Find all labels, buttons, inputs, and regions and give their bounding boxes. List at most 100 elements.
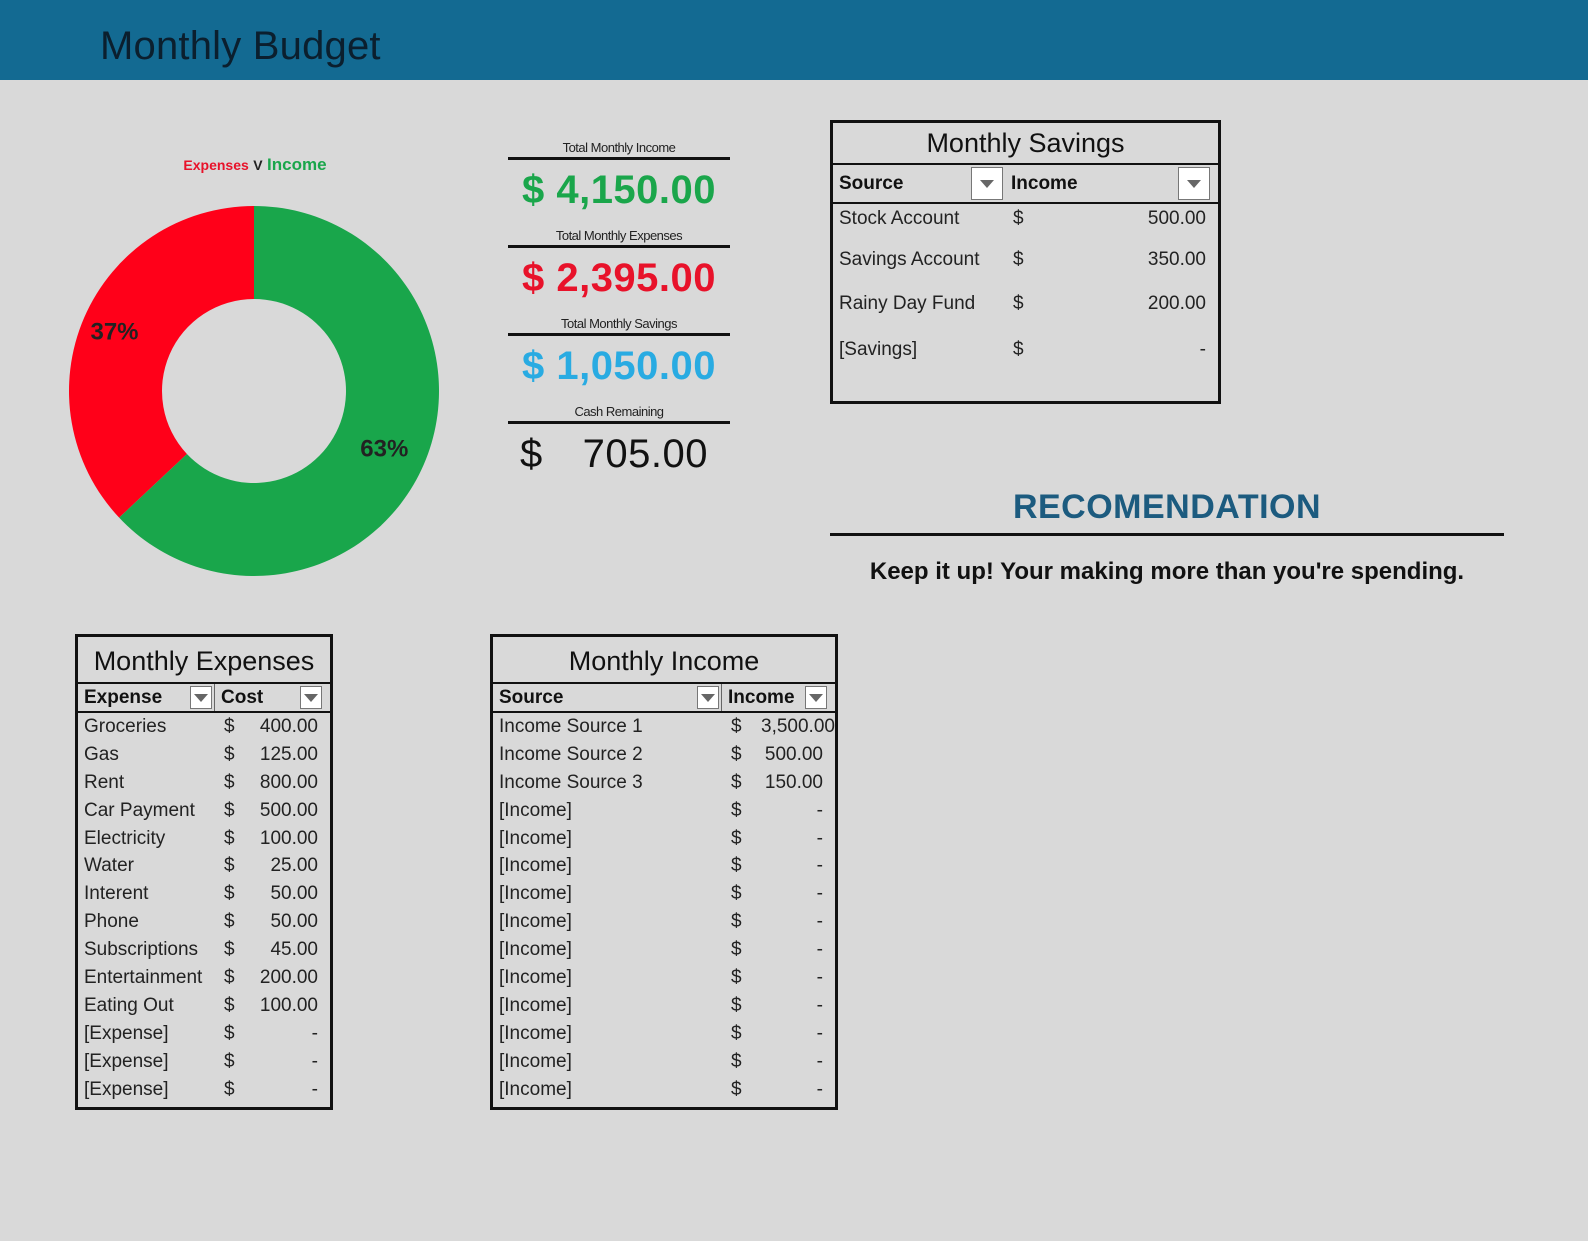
- recommendation-title: RECOMENDATION: [1012, 488, 1322, 526]
- row-label: Subscriptions: [84, 939, 199, 961]
- header-bar: Monthly Budget: [0, 0, 1588, 80]
- table-row: Entertainment $200.00: [78, 964, 330, 992]
- table-row: Income Source 3 $150.00: [493, 769, 835, 797]
- row-label: Income Source 1: [499, 716, 643, 737]
- row-amount: 200.00: [1147, 293, 1206, 314]
- donut-chart-svg: 37% 63%: [69, 206, 440, 576]
- chart-title: Expenses V Income: [60, 155, 450, 175]
- row-currency: $: [731, 1022, 742, 1044]
- chart-title-expenses: Expenses: [183, 157, 249, 173]
- row-amount: -: [816, 1022, 823, 1044]
- row-label: Rent: [84, 771, 125, 793]
- income-amount-filter-dropdown-icon[interactable]: [805, 686, 827, 709]
- cost-filter-dropdown-icon[interactable]: [300, 686, 322, 709]
- donut-slice-income: [119, 206, 440, 576]
- row-currency: $: [224, 1022, 235, 1044]
- row-label: [Income]: [499, 883, 572, 905]
- table-row: [Income] $ -: [493, 1020, 835, 1048]
- row-amount: 125.00: [259, 743, 318, 765]
- expenses-vs-income-chart: Expenses V Income 37% 63%: [60, 145, 460, 595]
- income-source-filter-dropdown-icon[interactable]: [697, 686, 719, 709]
- row-amount: -: [816, 939, 823, 961]
- row-label: Phone: [84, 911, 139, 933]
- row-amount: 100.00: [259, 994, 318, 1016]
- row-currency: $: [224, 799, 235, 821]
- row-currency: $: [731, 799, 742, 821]
- table-row: Groceries $400.00: [78, 713, 330, 741]
- table-row: [Expense] $ -: [78, 1076, 330, 1104]
- monthly-income-table: Monthly Income Source Income Income Sour…: [490, 634, 838, 1110]
- expenses-col-cost: Cost: [214, 684, 324, 711]
- row-currency: $: [731, 827, 742, 849]
- expense-rows: Groceries $400.00 Gas $125.00 Rent $800.00 Car…: [78, 713, 330, 1103]
- total-savings-label: Total Monthly Savings: [508, 311, 730, 336]
- chart-title-v: V: [253, 157, 263, 173]
- income-filter-dropdown-icon[interactable]: [1178, 167, 1210, 200]
- table-row: Income Source 1 $3,500.00: [493, 713, 835, 741]
- row-label: Electricity: [84, 827, 166, 849]
- row-label: Groceries: [84, 716, 167, 737]
- table-row: [Expense] $ -: [78, 1048, 330, 1076]
- expense-filter-dropdown-icon[interactable]: [190, 686, 212, 709]
- row-amount: 400.00: [259, 716, 318, 737]
- row-amount: 150.00: [764, 771, 823, 793]
- row-currency: $: [731, 855, 742, 877]
- table-row: [Expense] $ -: [78, 1020, 330, 1048]
- monthly-income-header: Source Income: [493, 684, 835, 713]
- table-row: Savings Account $350.00: [833, 234, 1218, 286]
- row-currency: $: [731, 911, 742, 933]
- row-currency: $: [1013, 339, 1024, 360]
- table-row: [Income] $ -: [493, 992, 835, 1020]
- row-amount: -: [816, 799, 823, 821]
- table-row: Gas $125.00: [78, 741, 330, 769]
- savings-col-source: Source: [833, 165, 1005, 202]
- row-label: Car Payment: [84, 799, 195, 821]
- row-currency: $: [224, 855, 235, 877]
- row-amount: -: [816, 855, 823, 877]
- monthly-savings-title: Monthly Savings: [833, 123, 1218, 165]
- row-label: [Income]: [499, 967, 572, 989]
- savings-col-income-label: Income: [1011, 172, 1078, 194]
- table-row: [Income] $ -: [493, 1076, 835, 1104]
- income-col-income-label: Income: [728, 686, 795, 708]
- row-currency: $: [224, 743, 235, 765]
- row-currency: $: [1013, 249, 1024, 270]
- row-amount: 50.00: [270, 883, 318, 905]
- row-amount: -: [816, 967, 823, 989]
- cash-remaining-amount: 705.00: [582, 432, 708, 476]
- expenses-col-expense: Expense: [78, 684, 214, 711]
- row-amount: 500.00: [764, 743, 823, 765]
- table-row: [Income] $ -: [493, 880, 835, 908]
- total-expenses-label: Total Monthly Expenses: [508, 223, 730, 248]
- table-row: [Income] $ -: [493, 964, 835, 992]
- row-amount: 800.00: [259, 771, 318, 793]
- row-amount: 100.00: [259, 827, 318, 849]
- table-row: Rent $800.00: [78, 769, 330, 797]
- table-row: Water $25.00: [78, 852, 330, 880]
- row-label: Entertainment: [84, 967, 203, 989]
- table-row: [Income] $ -: [493, 936, 835, 964]
- row-label: Stock Account: [839, 208, 960, 229]
- cash-remaining-currency: $: [520, 432, 543, 476]
- row-label: Water: [84, 855, 134, 877]
- row-label: [Income]: [499, 855, 572, 877]
- monthly-income-title: Monthly Income: [493, 637, 835, 684]
- row-amount: -: [816, 1078, 823, 1100]
- row-label: Savings Account: [839, 249, 980, 270]
- row-label: [Savings]: [839, 339, 918, 360]
- table-row: [Savings] $ -: [833, 322, 1218, 378]
- cash-remaining-label: Cash Remaining: [508, 399, 730, 424]
- table-row: [Income] $ -: [493, 825, 835, 853]
- row-currency: $: [731, 716, 742, 737]
- source-filter-dropdown-icon[interactable]: [971, 167, 1003, 200]
- row-amount: 50.00: [270, 911, 318, 933]
- table-row: [Income] $ -: [493, 908, 835, 936]
- row-label: Income Source 2: [499, 743, 643, 765]
- row-amount: 500.00: [259, 799, 318, 821]
- row-currency: $: [731, 994, 742, 1016]
- row-label: [Income]: [499, 1078, 572, 1100]
- total-expenses-value: $ 2,395.00: [521, 256, 717, 300]
- row-amount: -: [311, 1022, 318, 1044]
- row-label: [Expense]: [84, 1022, 169, 1044]
- table-row: [Income] $ -: [493, 1048, 835, 1076]
